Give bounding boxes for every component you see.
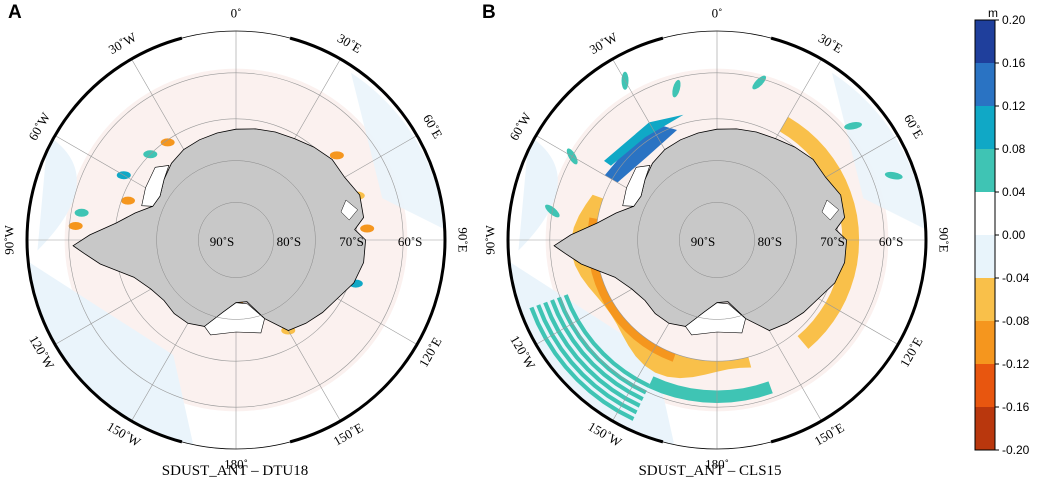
- colorbar-segment: [975, 407, 995, 450]
- map-rim-arc: [289, 36, 447, 444]
- latitude-label: 70˚S: [339, 234, 364, 249]
- longitude-label: 30˚W: [106, 29, 140, 57]
- amery-ice-shelf: [340, 199, 359, 221]
- colorbar-segment: [975, 364, 995, 407]
- colorbar-tick-label: -0.04: [1002, 271, 1030, 285]
- longitude-label: 90˚E: [456, 227, 471, 252]
- colorbar-segment: [975, 20, 995, 63]
- caption-a: SDUST_ANT – DTU18: [161, 463, 309, 479]
- negative-anomaly-band: [571, 194, 752, 379]
- colorbar-tick-label: 0.08: [1002, 142, 1026, 156]
- positive-anomaly-patch: [604, 114, 684, 166]
- longitude-label: 180˚: [224, 457, 248, 472]
- coastal-anomaly-blob: [68, 221, 83, 230]
- latitude-circle-over-land: [679, 202, 755, 278]
- neutral-patch: [831, 72, 926, 230]
- colorbar-unit: m: [988, 6, 998, 20]
- longitude-label: 90˚E: [937, 227, 952, 252]
- longitude-label: 180˚: [705, 457, 729, 472]
- colorbar-tick-label: 0.04: [1002, 185, 1026, 199]
- map-rim-arc: [770, 36, 928, 444]
- latitude-label: 70˚S: [820, 234, 845, 249]
- colorbar-segment: [975, 192, 995, 235]
- ross-ice-shelf: [204, 302, 265, 336]
- positive-anomaly-blob: [844, 122, 862, 130]
- map-rim-arc: [506, 36, 664, 444]
- latitude-label: 60˚S: [879, 234, 904, 249]
- coastal-anomaly-blob: [74, 208, 89, 217]
- colorbar-tick-label: 0.00: [1002, 228, 1026, 242]
- colorbar-tick-label: -0.12: [1002, 357, 1030, 371]
- longitude-label: 60˚W: [506, 109, 534, 143]
- latitude-label: 90˚S: [691, 234, 716, 249]
- map-rim-arc: [25, 36, 183, 444]
- positive-anomaly-patch: [604, 126, 677, 183]
- latitude-circle-over-land: [637, 160, 797, 320]
- colorbar-tick-label: -0.20: [1002, 443, 1030, 457]
- colorbar-segment: [975, 321, 995, 364]
- colorbar-segment: [975, 149, 995, 192]
- colorbar-segment: [975, 63, 995, 106]
- longitude-label: 60˚E: [901, 112, 927, 141]
- latitude-label: 80˚S: [758, 234, 783, 249]
- coastal-anomaly-blob: [120, 196, 135, 205]
- colorbar-tick-label: 0.16: [1002, 56, 1026, 70]
- panel-letter-b: B: [482, 2, 496, 23]
- ronne-ice-shelf: [141, 165, 170, 207]
- colorbar-segment: [975, 235, 995, 278]
- neutral-patch: [518, 135, 558, 251]
- latitude-label: 80˚S: [277, 234, 302, 249]
- longitude-label: 60˚E: [420, 112, 446, 141]
- positive-anomaly-blob: [884, 171, 903, 180]
- longitude-label: 30˚E: [335, 30, 364, 56]
- latitude-label: 60˚S: [398, 234, 423, 249]
- panel-letter-a: A: [8, 2, 22, 23]
- positive-anomaly-streak: [648, 376, 773, 403]
- longitude-label: 60˚W: [25, 109, 53, 143]
- neutral-patch: [37, 135, 77, 251]
- coastal-anomaly-blob: [360, 224, 375, 233]
- latitude-circle-over-land: [198, 202, 274, 278]
- amery-ice-shelf: [821, 199, 840, 221]
- longitude-label: 90˚W: [1, 224, 16, 254]
- coastal-anomaly-blob: [329, 151, 344, 160]
- caption-b: SDUST_ANT – CLS15: [638, 463, 782, 479]
- latitude-label: 90˚S: [210, 234, 235, 249]
- neutral-patch: [27, 260, 195, 449]
- colorbar: 0.20 0.16 0.12 0.08 0.04 0.00 -0.04 -0.08 -0.12 -…: [974, 6, 1030, 457]
- colorbar-tick-label: 0.20: [1002, 13, 1026, 27]
- positive-anomaly-blob: [672, 79, 681, 98]
- longitude-label: 0˚: [712, 5, 723, 20]
- ross-ice-shelf: [685, 302, 746, 336]
- longitude-label: 0˚: [231, 5, 242, 20]
- colorbar-tick-label: -0.08: [1002, 314, 1030, 328]
- colorbar-tick-label: 0.12: [1002, 99, 1026, 113]
- colorbar-segment: [975, 106, 995, 149]
- colorbar-segment: [975, 278, 995, 321]
- ronne-ice-shelf: [622, 165, 651, 207]
- coastal-anomaly-blob: [160, 138, 175, 147]
- neutral-patch: [350, 72, 445, 230]
- longitude-label: 30˚E: [816, 30, 845, 56]
- negative-anomaly-band: [779, 116, 860, 349]
- negative-anomaly-band: [587, 217, 676, 362]
- colorbar-tick-label: -0.16: [1002, 400, 1030, 414]
- longitude-label: 30˚W: [587, 29, 621, 57]
- longitude-label: 90˚W: [482, 224, 497, 254]
- latitude-circle-over-land: [156, 160, 316, 320]
